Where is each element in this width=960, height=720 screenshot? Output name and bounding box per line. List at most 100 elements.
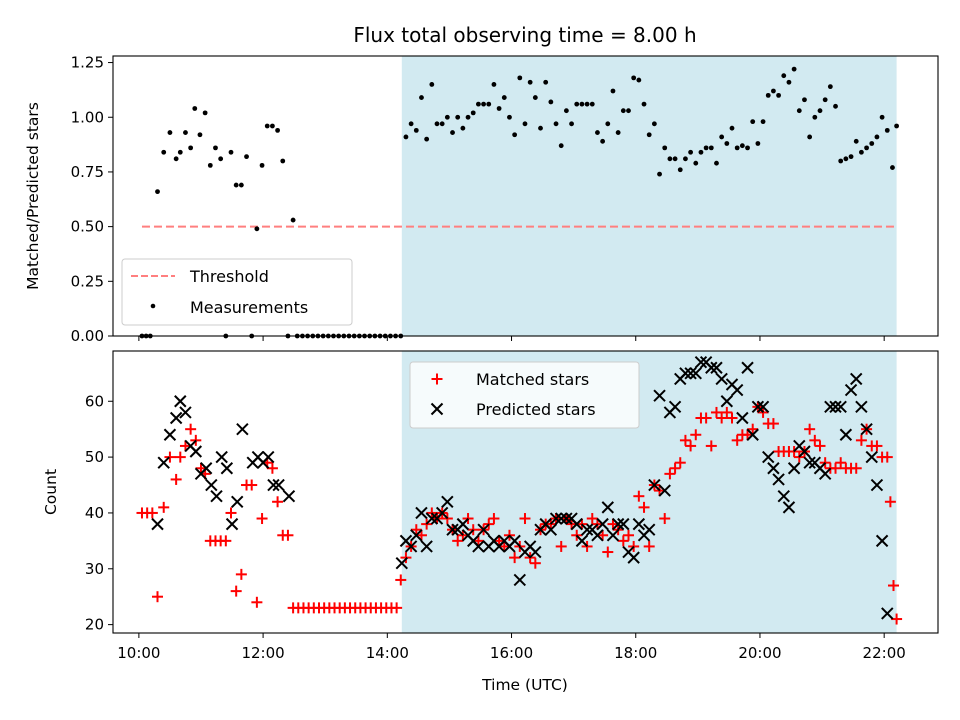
matched-point — [871, 440, 883, 452]
bottom-legend-box — [409, 361, 640, 429]
measurement-point — [719, 134, 725, 140]
matched-point — [809, 434, 821, 446]
predicted-point — [225, 517, 239, 531]
measurement-point — [419, 95, 424, 100]
bottom-ticks: 20 30 40 50 60 10:00 12:00 14:00 16:00 18:00 20:00… — [85, 392, 906, 662]
measurement-point — [771, 88, 776, 94]
measurement-point — [615, 130, 621, 135]
matched-point — [679, 434, 691, 446]
measurement-point — [817, 108, 823, 114]
predicted-point — [668, 400, 682, 414]
measurement-point — [527, 79, 533, 85]
measurement-point — [765, 92, 771, 98]
measurement-point — [213, 145, 218, 151]
predicted-point-b — [746, 428, 759, 441]
bottom-panel: 20 30 40 50 60 10:00 12:00 14:00 16:00 18:00 20:00… — [42, 350, 939, 694]
predicted-point — [642, 523, 656, 536]
matched-point — [509, 552, 521, 564]
predicted-point-b — [549, 512, 563, 525]
measurement-point — [290, 217, 296, 223]
predicted-point-b — [772, 473, 785, 486]
matched-point — [472, 535, 484, 547]
predicted-point — [829, 400, 842, 414]
predicted-point — [762, 450, 775, 464]
measurement-point — [155, 189, 160, 195]
measurement-point — [693, 160, 699, 166]
predicted-point — [236, 422, 249, 436]
predicted-point — [580, 523, 594, 536]
predicted-point — [544, 523, 558, 536]
predicted-point-b — [834, 400, 847, 414]
predicted-point — [648, 478, 661, 492]
matched-point — [529, 557, 541, 569]
predicted-point-b — [508, 534, 521, 548]
predicted-point — [606, 529, 620, 542]
measurement-point — [589, 101, 595, 107]
measurement-point — [739, 143, 745, 149]
predicted-point-b — [741, 361, 754, 374]
measurement-point — [662, 145, 668, 151]
predicted-point-b — [617, 517, 630, 531]
measurement-point — [822, 97, 828, 103]
predicted-point-b — [225, 517, 239, 531]
predicted-point — [267, 478, 280, 492]
predicted-point-b — [282, 489, 296, 503]
measurement-point — [270, 123, 275, 129]
measurement-point — [631, 75, 637, 81]
predicted-point — [710, 361, 723, 374]
predicted-point — [435, 506, 449, 520]
predicted-point — [684, 367, 697, 380]
predicted-point-b — [777, 489, 790, 503]
measurements-series — [139, 66, 899, 339]
predicted-point — [875, 534, 889, 548]
predicted-point — [730, 383, 744, 397]
matched-point — [891, 613, 903, 625]
measurement-point — [476, 101, 481, 107]
matched-point — [622, 529, 634, 541]
matched-point — [669, 462, 681, 474]
measurement-point — [563, 108, 569, 114]
predicted-point-b — [179, 406, 192, 419]
predicted-point — [860, 422, 873, 436]
predicted-point-b — [157, 456, 170, 469]
measurement-point — [218, 156, 224, 162]
measurement-point — [491, 82, 497, 87]
measurement-point — [254, 226, 260, 232]
predicted-point-b — [694, 355, 708, 369]
predicted-point-b — [425, 512, 439, 525]
measurement-point — [507, 114, 512, 120]
matched-point — [586, 513, 598, 525]
measurement-point — [879, 114, 885, 120]
predicted-point — [575, 534, 589, 548]
matched-point — [597, 529, 609, 541]
predicted-point-b — [420, 540, 433, 553]
measurement-point — [238, 182, 244, 188]
measurement-point — [620, 108, 626, 114]
top-panel: 0.00 0.25 0.50 0.75 1.00 1.25 Matched/Predict… — [24, 54, 939, 345]
predicted-point-b — [865, 450, 878, 464]
matched-point — [164, 451, 176, 463]
predicted-point-b — [215, 450, 228, 464]
predicted-point — [163, 428, 177, 441]
legend-matched-swatch — [431, 373, 443, 385]
predicted-point-b — [555, 512, 568, 525]
matched-point — [881, 451, 893, 463]
measurement-point — [641, 101, 647, 107]
matched-point — [716, 412, 728, 424]
predicted-point — [529, 545, 542, 559]
measurement-point — [444, 114, 450, 120]
matched-point — [700, 412, 712, 424]
measurement-point — [517, 75, 523, 81]
predicted-point-b — [860, 422, 873, 436]
predicted-point-b — [606, 529, 620, 542]
matched-point — [391, 602, 403, 614]
measurement-point — [543, 79, 549, 85]
matched-point — [555, 540, 567, 552]
measurement-point — [894, 123, 899, 129]
predicted-point — [477, 523, 490, 536]
measurement-point — [595, 130, 600, 135]
measurement-point — [760, 119, 766, 125]
predicted-point-b — [174, 395, 187, 408]
matched-point — [674, 457, 686, 469]
matched-point — [230, 585, 242, 597]
